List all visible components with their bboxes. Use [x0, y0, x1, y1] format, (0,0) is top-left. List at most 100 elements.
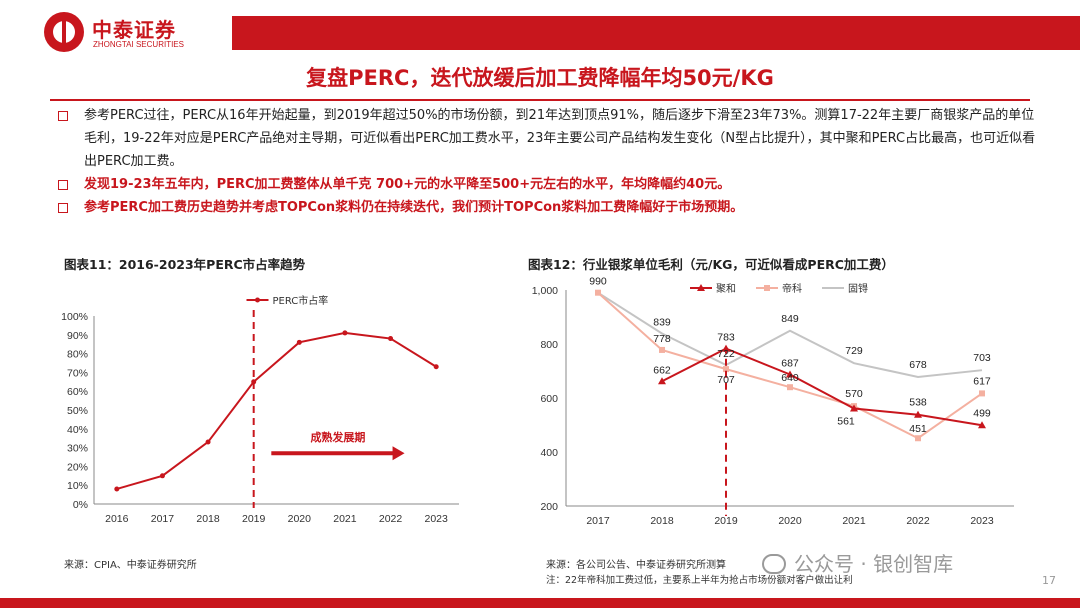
y-tick-label: 60% [67, 386, 88, 398]
silver-paste-margin-chart: 200 400 600 800 1,000 2017 2018 2019 2020 2021 202… [532, 276, 1014, 527]
data-label: 729 [845, 345, 863, 357]
y-tick-label: 40% [67, 424, 88, 436]
x-tick-label: 2018 [196, 513, 220, 525]
header-bar [232, 16, 1080, 50]
x-tick-label: 2017 [586, 515, 610, 527]
data-point [433, 364, 439, 370]
y-tick-label: 90% [67, 330, 88, 342]
perc-share-chart: 0% 10% 20% 30% 40% 50% 60% 70% 80% 90% 100% 2016 201… [61, 294, 459, 525]
data-point [159, 473, 165, 479]
x-tick-label: 2017 [151, 513, 175, 525]
chart2-note: 注：22年帝科加工费过低，主要系上半年为抢占市场份额对客户做出让利 [546, 575, 853, 586]
page-number: 17 [1042, 574, 1056, 587]
footer-bar [0, 598, 1080, 608]
wechat-icon [762, 554, 786, 574]
data-point [251, 379, 257, 385]
chart2-title: 图表12：行业银浆单位毛利（元/KG，可近似看成PERC加工费） [528, 257, 894, 272]
legend-label: 固锝 [848, 283, 868, 295]
chart1-title: 图表11：2016-2023年PERC市占率趋势 [64, 257, 306, 272]
header: 中泰证券 ZHONGTAI SECURITIES [0, 0, 1080, 64]
bullet-item: 参考PERC过往，PERC从16年开始起量，到2019年超过50%的市场份额，到… [56, 104, 1036, 173]
data-point [659, 346, 665, 353]
watermark-text: 公众号 · 银创智库 [794, 552, 954, 576]
y-tick-label: 50% [67, 405, 88, 417]
logo-mark-icon [44, 12, 84, 52]
x-tick-label: 2023 [970, 515, 994, 527]
data-label: 707 [717, 374, 735, 386]
annotation-arrow-head [392, 446, 405, 461]
data-point [915, 435, 921, 442]
data-point [388, 336, 394, 342]
x-tick-label: 2021 [842, 515, 866, 527]
data-point [342, 330, 348, 336]
bullet-text: 参考PERC加工费历史趋势并考虑TOPCon浆料仍在持续迭代，我们预计TOPCo… [84, 200, 744, 215]
y-tick-label: 80% [67, 349, 88, 361]
annotation-text: 成熟发展期 [310, 430, 365, 444]
data-label: 538 [909, 397, 927, 409]
bullet-item: 参考PERC加工费历史趋势并考虑TOPCon浆料仍在持续迭代，我们预计TOPCo… [56, 196, 1036, 219]
data-point [850, 404, 858, 412]
y-tick-label: 800 [540, 339, 558, 351]
data-label: 617 [973, 375, 991, 387]
series-line-2 [597, 291, 983, 378]
data-point [914, 410, 922, 418]
data-label: 687 [781, 358, 799, 370]
title-divider [50, 99, 1030, 101]
series-line-perc [116, 331, 437, 490]
chart2-source: 来源：各公司公告、中泰证券研究所测算 [546, 560, 726, 571]
data-label: 849 [781, 313, 799, 325]
data-label: 778 [653, 333, 671, 345]
y-tick-label: 0% [73, 499, 88, 511]
bullet-square-icon [58, 203, 68, 213]
data-label: 990 [589, 276, 607, 288]
chart1-source: 来源：CPIA、中泰证券研究所 [64, 560, 197, 571]
legend-marker [764, 285, 770, 291]
data-label: 561 [837, 416, 855, 428]
data-label: 722 [717, 348, 735, 360]
data-label: 839 [653, 316, 671, 328]
bullet-text: 发现19-23年五年内，PERC加工费整体从单千克 700+元的水平降至500+… [84, 177, 731, 192]
data-point [205, 439, 211, 445]
data-label: 451 [909, 423, 927, 435]
company-logo: 中泰证券 ZHONGTAI SECURITIES [44, 12, 244, 56]
data-point [658, 377, 666, 385]
y-tick-label: 10% [67, 480, 88, 492]
y-tick-label: 400 [540, 447, 558, 459]
data-label: 678 [909, 359, 927, 371]
bullet-square-icon [58, 180, 68, 190]
data-label: 499 [973, 407, 991, 419]
data-point [786, 370, 794, 378]
data-label: 570 [845, 388, 863, 400]
bullet-square-icon [58, 111, 68, 121]
x-tick-label: 2022 [379, 513, 403, 525]
logo-name-cn: 中泰证券 [92, 18, 176, 42]
x-tick-label: 2021 [333, 513, 357, 525]
x-tick-label: 2019 [714, 515, 738, 527]
data-point [979, 390, 985, 397]
data-point [296, 339, 302, 345]
y-tick-label: 200 [540, 501, 558, 513]
y-tick-label: 100% [61, 311, 88, 323]
data-point [114, 486, 120, 492]
data-label: 783 [717, 332, 735, 344]
y-tick-label: 600 [540, 393, 558, 405]
x-tick-label: 2018 [650, 515, 674, 527]
data-label: 662 [653, 364, 671, 376]
data-point [787, 384, 793, 391]
data-label: 640 [781, 372, 799, 384]
data-point [595, 289, 601, 296]
data-point [723, 366, 729, 373]
legend-label: 帝科 [782, 282, 802, 295]
legend-marker [697, 284, 705, 291]
y-tick-label: 30% [67, 443, 88, 455]
y-tick-label: 1,000 [532, 285, 558, 297]
x-tick-label: 2020 [778, 515, 802, 527]
legend-label: PERC市占率 [273, 294, 329, 307]
x-tick-label: 2020 [288, 513, 312, 525]
data-label: 703 [973, 352, 991, 364]
bullet-text: 参考PERC过往，PERC从16年开始起量，到2019年超过50%的市场份额，到… [84, 108, 1036, 169]
logo-name-en: ZHONGTAI SECURITIES [93, 40, 184, 49]
x-tick-label: 2023 [425, 513, 449, 525]
x-tick-label: 2019 [242, 513, 266, 525]
legend-label: 聚和 [716, 283, 736, 295]
